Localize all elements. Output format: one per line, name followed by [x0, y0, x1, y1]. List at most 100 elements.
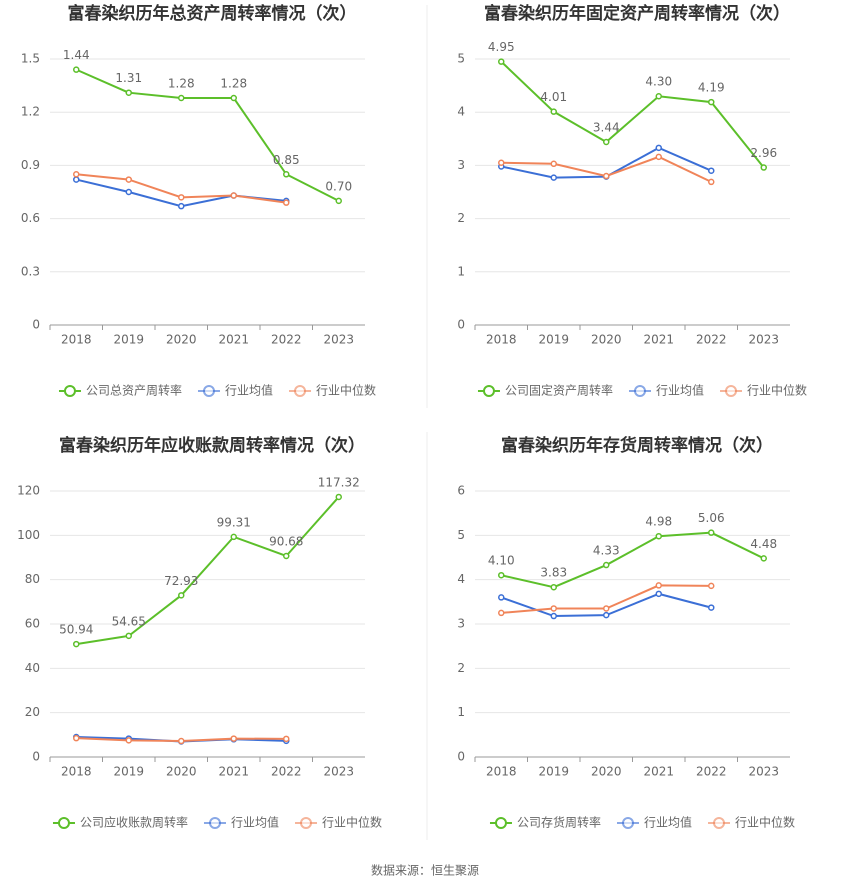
- chart: 富春染织历年应收账款周转率情况（次） 0 20 40 60 80 100 120 2018 201…: [17, 435, 382, 830]
- point: [760, 555, 767, 562]
- value-label: 4.10: [488, 554, 515, 568]
- x-tick-label: 2023: [748, 765, 779, 779]
- point: [73, 66, 80, 73]
- x-tick-label: 2023: [323, 765, 354, 779]
- x-tick-label: 2021: [218, 765, 249, 779]
- legend-item: 行业中位数: [295, 815, 382, 830]
- y-tick-label: 5: [457, 52, 465, 66]
- legend: 公司固定资产周转率 行业均值 行业中位数: [477, 383, 807, 398]
- series-line: [75, 68, 340, 202]
- legend-label: 行业中位数: [316, 383, 376, 398]
- point: [125, 89, 132, 96]
- point: [335, 493, 342, 501]
- chart-title: 富春染织历年总资产周转率情况（次）: [68, 3, 357, 24]
- point: [498, 571, 505, 579]
- legend: 公司存货周转率 行业均值 行业中位数: [489, 815, 795, 830]
- y-tick-label: 100: [17, 528, 40, 542]
- legend-item: 公司存货周转率: [489, 815, 601, 830]
- point: [550, 160, 557, 168]
- value-label: 0.85: [273, 153, 300, 167]
- legend-item: 行业均值: [628, 383, 704, 398]
- point: [708, 582, 715, 590]
- point: [708, 604, 715, 611]
- x-tick-label: 2021: [218, 333, 249, 347]
- point: [335, 197, 342, 205]
- x-tick-label: 2019: [113, 765, 144, 779]
- y-tick-label: 2: [457, 661, 465, 675]
- point: [498, 58, 505, 65]
- point: [283, 552, 290, 560]
- y-tick-label: 6: [457, 484, 465, 498]
- legend-label: 行业均值: [644, 815, 692, 830]
- point: [73, 171, 80, 178]
- x-tick-label: 2023: [323, 333, 354, 347]
- legend-item: 行业中位数: [720, 383, 807, 398]
- value-label: 4.48: [750, 537, 777, 551]
- value-label: 90.68: [269, 534, 303, 548]
- x-tick-label: 2018: [61, 333, 92, 347]
- point: [708, 529, 715, 536]
- point: [603, 561, 610, 569]
- x-tick-label: 2018: [486, 333, 517, 347]
- point: [178, 194, 185, 201]
- y-tick-label: 0: [457, 750, 465, 764]
- point: [498, 159, 505, 166]
- legend-label: 公司总资产周转率: [86, 383, 182, 398]
- legend-item: 公司应收账款周转率: [52, 815, 188, 830]
- point: [283, 171, 290, 178]
- legend-label: 行业均值: [231, 815, 279, 830]
- legend-item: 行业中位数: [708, 815, 795, 830]
- legend: 公司应收账款周转率 行业均值 行业中位数: [52, 815, 382, 830]
- chart: 富春染织历年总资产周转率情况（次） 0 0.3 0.6 0.9 1.2 1.5 2018 201…: [21, 3, 376, 398]
- point: [655, 582, 662, 589]
- value-label: 4.33: [593, 544, 620, 558]
- y-tick-label: 0: [32, 318, 40, 332]
- value-label: 4.19: [698, 81, 725, 95]
- value-label: 50.94: [59, 623, 93, 637]
- value-label: 4.95: [488, 40, 515, 54]
- series-line: [76, 178, 287, 208]
- source: 数据来源：恒生聚源: [371, 863, 479, 878]
- legend-label: 行业中位数: [747, 383, 807, 398]
- value-label: 1.31: [115, 71, 142, 85]
- chart: 富春染织历年固定资产周转率情况（次） 0 1 2 3 4 5 2018 2019 2020 2021…: [457, 3, 807, 398]
- y-tick-label: 80: [25, 572, 40, 586]
- point: [708, 178, 715, 186]
- point: [550, 583, 557, 591]
- legend-label: 行业均值: [225, 383, 273, 398]
- point: [230, 94, 237, 102]
- point: [655, 590, 662, 598]
- chart-title: 富春染织历年应收账款周转率情况（次）: [59, 435, 365, 456]
- chart-title: 富春染织历年固定资产周转率情况（次）: [484, 3, 790, 24]
- value-label: 1.44: [63, 48, 90, 62]
- y-tick-label: 1.5: [21, 52, 40, 66]
- point: [178, 94, 185, 102]
- y-tick-label: 40: [25, 661, 40, 675]
- x-tick-label: 2021: [643, 333, 674, 347]
- y-tick-label: 1.2: [21, 105, 40, 119]
- point: [760, 164, 767, 171]
- point: [550, 174, 557, 181]
- value-label: 72.93: [164, 574, 198, 588]
- value-label: 4.01: [540, 90, 567, 104]
- legend-item: 行业均值: [197, 383, 273, 398]
- value-label: 5.06: [698, 511, 725, 525]
- x-tick-label: 2020: [591, 333, 622, 347]
- series-line: [500, 60, 765, 169]
- y-tick-label: 5: [457, 528, 465, 542]
- legend: 公司总资产周转率 行业均值 行业中位数: [58, 383, 376, 398]
- legend-icon: [294, 385, 307, 397]
- value-label: 117.32: [318, 475, 360, 489]
- point: [125, 176, 132, 183]
- point: [178, 737, 185, 745]
- value-label: 3.44: [593, 120, 620, 134]
- legend-icon: [482, 385, 495, 397]
- value-label: 1.28: [168, 77, 195, 91]
- legend-label: 行业中位数: [735, 815, 795, 830]
- x-tick-label: 2018: [61, 765, 92, 779]
- point: [178, 592, 185, 599]
- point: [655, 92, 662, 100]
- legend-item: 公司固定资产周转率: [477, 383, 613, 398]
- x-tick-label: 2020: [591, 765, 622, 779]
- legend-icon: [208, 817, 221, 829]
